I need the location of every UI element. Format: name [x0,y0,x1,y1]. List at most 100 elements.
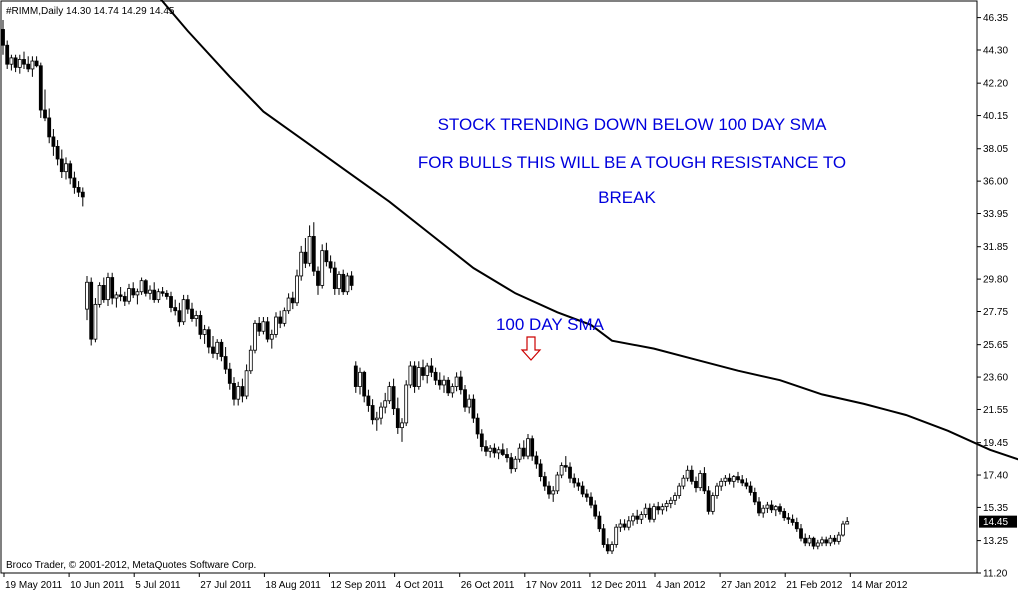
x-tick-label: 4 Jan 2012 [656,580,706,591]
candle-body [442,379,446,386]
x-tick-label: 19 May 2011 [5,580,63,591]
candle-body [395,408,400,429]
candle-body [765,504,770,509]
candle-body [450,386,455,394]
candle-body [555,474,560,492]
candle-body [278,316,283,324]
candle-body [454,376,459,387]
y-tick-label: 40.15 [983,111,1008,122]
candle-body [660,506,665,511]
candle-body [521,447,526,457]
candle-body [526,438,530,457]
candle-body [509,457,514,470]
candle-body [752,492,757,503]
candle-body [236,386,241,400]
candle-body [702,473,707,492]
candle-body [404,384,409,424]
candle-body [584,493,589,498]
y-tick-label: 46.35 [983,13,1008,24]
symbol-header: #RIMM,Daily 14.30 14.74 14.29 14.45 [6,6,175,17]
candle-body [412,365,417,387]
candle-body [85,281,89,310]
candle-body [101,285,106,301]
candle-body [232,382,236,400]
candle-body [202,329,207,335]
candle-body [337,273,341,289]
candle-body [773,506,778,511]
candle-body [673,495,677,501]
candle-body [786,517,791,520]
candle-body [631,515,635,522]
y-tick-label: 13.25 [983,536,1008,547]
candle-body [500,449,505,455]
candle-body [253,322,257,351]
candle-body [106,277,110,301]
y-tick-label: 33.95 [983,209,1008,220]
candle-body [811,537,816,547]
candle-body [358,371,362,387]
candle-body [400,422,404,429]
candle-body [328,261,333,269]
candle-body [639,514,644,520]
candle-body [257,322,262,332]
candle-body [34,60,39,67]
y-tick-label: 19.45 [983,438,1008,449]
candle-body [353,365,358,387]
candle-body [215,341,220,354]
candle-body [622,523,627,528]
candle-body [757,501,761,514]
candle-body [181,299,186,323]
candle-body [265,321,270,340]
candle-body [122,296,127,302]
candle-body [51,136,56,147]
candle-body [517,447,522,460]
candle-body [227,368,232,384]
candle-body [190,308,194,320]
candle-body [647,507,652,520]
candle-body [89,281,94,340]
candle-body [156,291,161,301]
candle-body [148,289,152,294]
candle-body [463,389,467,408]
x-tick-label: 18 Aug 2011 [265,580,321,591]
x-tick-label: 27 Jul 2011 [200,580,251,591]
candle-body [391,386,396,410]
down-arrow-icon [520,336,542,361]
candle-body [114,294,119,299]
y-tick-label: 11.20 [983,569,1008,580]
candle-body [710,495,715,512]
sma-line [160,0,1018,461]
candle-body [30,60,35,70]
candle-body [719,480,724,487]
candle-body [9,57,14,65]
candle-body [274,316,278,335]
candle-body [803,537,808,544]
candle-body [349,275,354,286]
candle-body [269,334,274,340]
candle-body [118,294,123,297]
candle-body [177,310,182,323]
candle-body [656,506,661,511]
candle-body [80,191,85,198]
candle-body [421,367,425,376]
candle-body [832,537,837,542]
candle-body [505,454,509,459]
candle-body [689,469,694,482]
candle-body [643,507,648,515]
candle-body [488,447,493,452]
candle-body [534,455,539,465]
candle-body [59,158,64,173]
candle-body [635,515,640,520]
candle-body [433,371,438,381]
candle-body [547,485,551,495]
candle-body [815,542,820,547]
candle-body [47,117,52,138]
candle-body [484,446,488,452]
candle-body [1,29,5,46]
candle-body [152,289,157,301]
candle-body [131,288,136,296]
candle-body [311,236,316,272]
candle-body [383,400,388,408]
candle-body [605,544,610,552]
